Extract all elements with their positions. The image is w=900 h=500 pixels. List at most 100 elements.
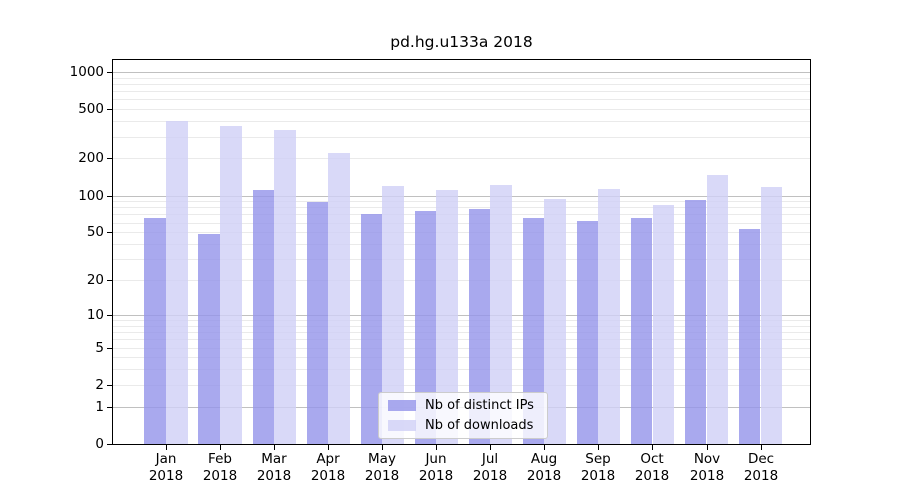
bar-distinct-ips-aug — [522, 217, 545, 444]
gridline-y-600 — [113, 99, 810, 100]
y-tick-label-20: 20 — [86, 272, 104, 288]
x-tick-label-mar: Mar 2018 — [256, 451, 292, 484]
x-tick-label-feb: Feb 2018 — [202, 451, 238, 484]
x-tick-aug — [544, 445, 545, 450]
bar-downloads-feb — [220, 125, 242, 444]
x-tick-apr — [328, 445, 329, 450]
y-tick-20 — [107, 280, 112, 281]
legend-entry-distinct-ips: Nb of distinct IPs — [388, 398, 538, 413]
x-tick-label-oct: Oct 2018 — [634, 451, 670, 484]
gridline-y-500 — [113, 109, 810, 110]
bar-distinct-ips-oct — [630, 217, 653, 444]
gridline-y-3 — [113, 369, 810, 370]
gridline-y-70 — [113, 214, 810, 215]
bar-distinct-ips-mar — [252, 189, 275, 444]
bar-downloads-oct — [652, 205, 675, 444]
bar-distinct-ips-sep — [576, 220, 599, 444]
bar-downloads-jul — [490, 184, 512, 444]
y-tick-100 — [107, 196, 112, 197]
gridline-y-400 — [113, 121, 810, 122]
gridline-y-40 — [113, 244, 810, 245]
bar-downloads-apr — [328, 153, 350, 444]
x-tick-jan — [166, 445, 167, 450]
x-tick-nov — [707, 445, 708, 450]
gridline-y-5 — [113, 348, 810, 349]
bar-distinct-ips-dec — [738, 229, 761, 444]
bar-distinct-ips-jun — [414, 210, 437, 444]
bar-downloads-jun — [436, 189, 458, 444]
y-tick-label-1000: 1000 — [69, 64, 104, 80]
gridline-y-9 — [113, 320, 810, 321]
y-tick-label-2: 2 — [95, 377, 104, 393]
x-tick-feb — [220, 445, 221, 450]
x-tick-jun — [436, 445, 437, 450]
y-tick-label-200: 200 — [78, 150, 104, 166]
gridline-y-900 — [113, 78, 810, 79]
y-tick-200 — [107, 158, 112, 159]
y-tick-label-0: 0 — [95, 436, 104, 452]
bar-downloads-nov — [706, 174, 729, 444]
legend-swatch-distinct-ips — [388, 400, 416, 411]
x-tick-label-jan: Jan 2018 — [148, 451, 184, 484]
y-tick-10 — [107, 315, 112, 316]
gridline-y-4 — [113, 357, 810, 358]
legend-label-downloads: Nb of downloads — [425, 418, 534, 433]
x-tick-sep — [598, 445, 599, 450]
x-tick-label-apr: Apr 2018 — [310, 451, 346, 484]
bar-downloads-may — [382, 185, 404, 444]
x-tick-label-dec: Dec 2018 — [743, 451, 779, 484]
legend: Nb of distinct IPs Nb of downloads — [378, 392, 548, 439]
y-tick-label-50: 50 — [86, 224, 104, 240]
y-tick-label-5: 5 — [95, 340, 104, 356]
gridline-y-8 — [113, 326, 810, 327]
gridline-y-1000 — [113, 72, 810, 73]
bar-distinct-ips-apr — [306, 201, 329, 444]
bar-downloads-sep — [598, 188, 620, 444]
legend-entry-downloads: Nb of downloads — [388, 418, 538, 433]
bar-downloads-aug — [544, 198, 566, 444]
x-tick-oct — [652, 445, 653, 450]
y-tick-2 — [107, 385, 112, 386]
bar-distinct-ips-nov — [684, 199, 707, 444]
y-tick-1000 — [107, 72, 112, 73]
x-tick-label-may: May 2018 — [364, 451, 400, 484]
plot-area: Nb of distinct IPs Nb of downloads — [112, 59, 811, 445]
x-tick-dec — [761, 445, 762, 450]
gridline-y-80 — [113, 207, 810, 208]
x-tick-label-jun: Jun 2018 — [418, 451, 454, 484]
y-tick-0 — [107, 444, 112, 445]
bar-downloads-dec — [760, 186, 783, 444]
y-tick-5 — [107, 348, 112, 349]
y-tick-1 — [107, 407, 112, 408]
bar-distinct-ips-jan — [144, 217, 166, 444]
gridline-y-700 — [113, 91, 810, 92]
y-tick-label-1: 1 — [95, 399, 104, 415]
gridline-y-10 — [113, 315, 810, 316]
gridline-y-90 — [113, 201, 810, 202]
legend-label-distinct-ips: Nb of distinct IPs — [425, 398, 534, 413]
x-tick-label-sep: Sep 2018 — [580, 451, 616, 484]
gridline-y-60 — [113, 223, 810, 224]
y-tick-50 — [107, 232, 112, 233]
gridline-y-800 — [113, 84, 810, 85]
y-tick-label-500: 500 — [78, 101, 104, 117]
x-tick-mar — [274, 445, 275, 450]
bar-downloads-jan — [166, 121, 188, 444]
y-tick-500 — [107, 109, 112, 110]
bar-distinct-ips-feb — [198, 234, 220, 444]
gridline-y-2 — [113, 385, 810, 386]
chart-title: pd.hg.u133a 2018 — [390, 33, 533, 51]
gridline-y-30 — [113, 259, 810, 260]
x-tick-label-aug: Aug 2018 — [526, 451, 562, 484]
x-tick-label-jul: Jul 2018 — [472, 451, 508, 484]
gridline-y-6 — [113, 339, 810, 340]
x-tick-may — [382, 445, 383, 450]
bar-downloads-mar — [274, 130, 296, 444]
gridline-y-200 — [113, 158, 810, 159]
x-tick-label-nov: Nov 2018 — [689, 451, 725, 484]
gridline-y-7 — [113, 332, 810, 333]
gridline-y-20 — [113, 280, 810, 281]
gridline-y-100 — [113, 196, 810, 197]
gridline-y-300 — [113, 137, 810, 138]
